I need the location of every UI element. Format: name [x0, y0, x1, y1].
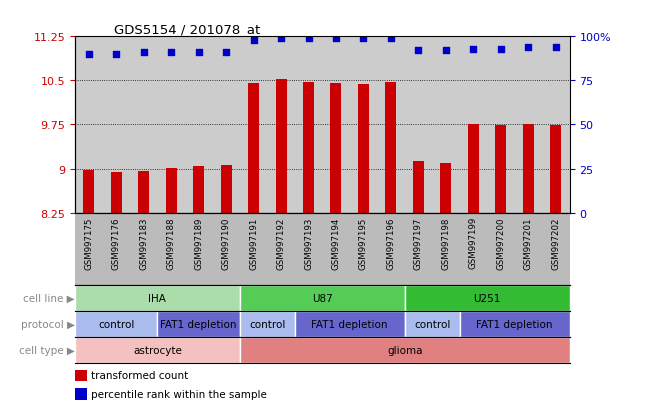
- Point: [303, 36, 314, 42]
- Text: GSM997200: GSM997200: [497, 217, 505, 269]
- Bar: [240, 337, 570, 363]
- Text: IHA: IHA: [148, 293, 166, 304]
- Point: [221, 50, 231, 56]
- Text: protocol ▶: protocol ▶: [21, 319, 75, 330]
- Bar: [495, 126, 506, 213]
- Bar: [158, 311, 240, 337]
- Text: GSM997176: GSM997176: [111, 217, 120, 269]
- Text: GSM997183: GSM997183: [139, 217, 148, 269]
- Bar: [248, 83, 259, 213]
- Point: [193, 50, 204, 56]
- Bar: [240, 285, 405, 311]
- Bar: [303, 83, 314, 213]
- Text: transformed count: transformed count: [91, 370, 188, 380]
- Text: GSM997201: GSM997201: [524, 217, 533, 269]
- Bar: [75, 337, 240, 363]
- Text: cell type ▶: cell type ▶: [19, 345, 75, 356]
- Point: [139, 50, 149, 56]
- Bar: [193, 166, 204, 213]
- Point: [83, 52, 94, 58]
- Point: [468, 46, 478, 53]
- Text: astrocyte: astrocyte: [133, 345, 182, 356]
- Text: control: control: [98, 319, 134, 330]
- Text: control: control: [249, 319, 285, 330]
- Bar: [275, 80, 286, 213]
- Text: GSM997199: GSM997199: [469, 217, 478, 269]
- Bar: [460, 311, 570, 337]
- Text: GSM997195: GSM997195: [359, 217, 368, 269]
- Point: [166, 50, 176, 56]
- Bar: [441, 163, 451, 213]
- Text: U87: U87: [312, 293, 333, 304]
- Bar: [221, 166, 232, 213]
- Text: GSM997202: GSM997202: [551, 217, 561, 269]
- Text: GSM997189: GSM997189: [194, 217, 203, 269]
- Bar: [413, 161, 424, 213]
- Text: GSM997192: GSM997192: [277, 217, 286, 269]
- Text: GSM997196: GSM997196: [387, 217, 395, 269]
- Bar: [295, 311, 405, 337]
- Bar: [165, 169, 176, 213]
- Text: GSM997193: GSM997193: [304, 217, 313, 269]
- Bar: [550, 126, 561, 213]
- Bar: [385, 83, 396, 213]
- Point: [386, 36, 396, 42]
- Point: [413, 48, 424, 55]
- Bar: [523, 125, 534, 213]
- Text: FAT1 depletion: FAT1 depletion: [311, 319, 388, 330]
- Text: GDS5154 / 201078_at: GDS5154 / 201078_at: [115, 23, 260, 36]
- Bar: [75, 388, 87, 400]
- Bar: [405, 311, 460, 337]
- Text: GSM997191: GSM997191: [249, 217, 258, 269]
- Text: percentile rank within the sample: percentile rank within the sample: [91, 389, 267, 399]
- Text: U251: U251: [473, 293, 501, 304]
- Text: cell line ▶: cell line ▶: [23, 293, 75, 304]
- Text: FAT1 depletion: FAT1 depletion: [160, 319, 237, 330]
- Text: FAT1 depletion: FAT1 depletion: [477, 319, 553, 330]
- Bar: [75, 311, 158, 337]
- Text: GSM997188: GSM997188: [167, 217, 176, 269]
- Text: GSM997190: GSM997190: [221, 217, 230, 269]
- Point: [495, 46, 506, 53]
- Bar: [358, 85, 369, 213]
- Point: [441, 48, 451, 55]
- Point: [111, 52, 121, 58]
- Text: GSM997197: GSM997197: [414, 217, 423, 269]
- Point: [523, 45, 534, 51]
- Bar: [405, 285, 570, 311]
- Bar: [240, 311, 295, 337]
- Point: [276, 36, 286, 42]
- Bar: [75, 285, 240, 311]
- Text: GSM997175: GSM997175: [84, 217, 93, 269]
- Point: [248, 38, 258, 44]
- Bar: [468, 125, 479, 213]
- Bar: [331, 84, 342, 213]
- Point: [358, 36, 368, 42]
- Text: GSM997198: GSM997198: [441, 217, 450, 269]
- Bar: [83, 171, 94, 213]
- Text: control: control: [414, 319, 450, 330]
- Point: [551, 45, 561, 51]
- Text: GSM997194: GSM997194: [331, 217, 340, 269]
- Bar: [75, 370, 87, 381]
- Bar: [138, 171, 149, 213]
- Point: [331, 36, 341, 42]
- Bar: [111, 173, 122, 213]
- Text: glioma: glioma: [387, 345, 422, 356]
